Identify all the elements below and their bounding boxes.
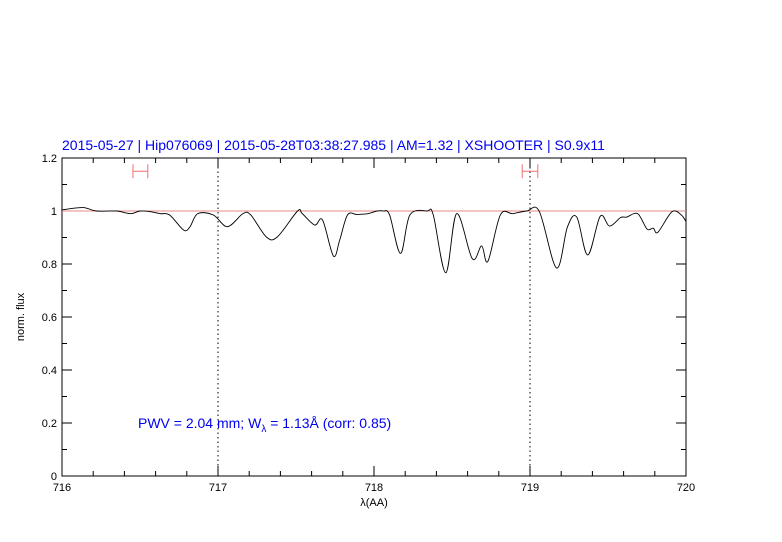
x-tick-label: 717: [209, 482, 227, 494]
y-tick-label: 0.2: [42, 418, 57, 430]
x-tick-label: 719: [521, 482, 539, 494]
y-tick-label: 1: [51, 206, 57, 218]
annotation-subscript: λ: [261, 424, 266, 435]
pwv-annotation: PWV = 2.04 mm; Wλ = 1.13Å (corr: 0.85): [138, 415, 391, 435]
continuum-window: [521, 164, 539, 179]
y-tick-label: 0.6: [42, 312, 57, 324]
x-tick-label: 716: [53, 482, 71, 494]
annotation-suffix: = 1.13Å (corr: 0.85): [266, 415, 391, 431]
continuum-window: [132, 164, 149, 179]
y-tick-label: 0.8: [42, 259, 57, 271]
chart-title: 2015-05-27 | Hip076069 | 2015-05-28T03:3…: [62, 137, 605, 153]
axes: 716 717 718 719 720 0 0.2 0.4 0.6 0.8 1 1.2: [42, 153, 695, 494]
x-axis-label: λ(AA): [360, 497, 388, 509]
x-tick-label: 718: [365, 482, 383, 494]
y-tick-label: 1.2: [42, 153, 57, 165]
y-tick-label: 0: [51, 471, 57, 483]
y-tick-label: 0.4: [42, 365, 57, 377]
annotation-prefix: PWV = 2.04 mm; W: [138, 415, 262, 431]
spectrum-line: [61, 206, 687, 274]
y-axis-label: norm. flux: [15, 292, 27, 341]
plot-area: [61, 158, 687, 476]
x-tick-label: 720: [677, 482, 695, 494]
